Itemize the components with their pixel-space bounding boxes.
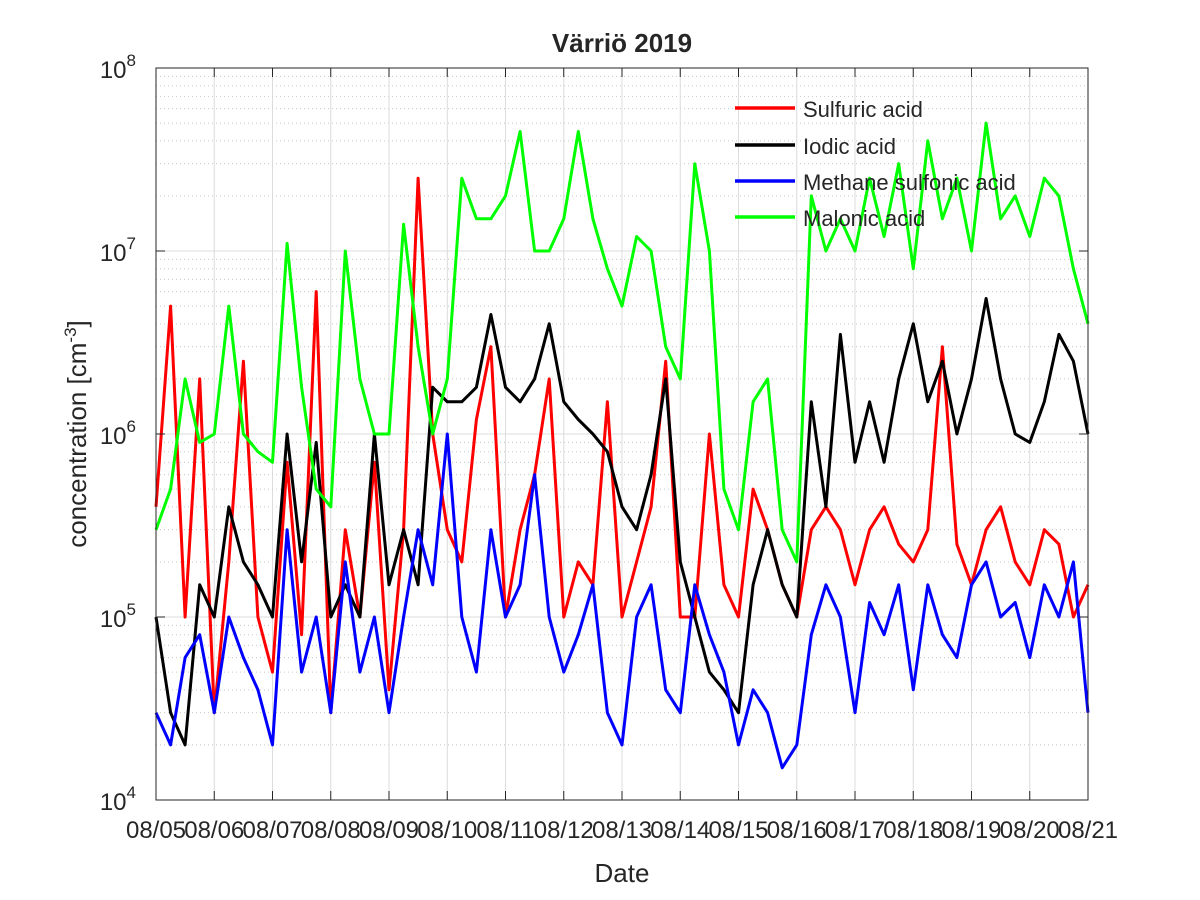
x-tick-label: 08/15 [708,817,768,844]
y-tick-label-exponent: 6 [127,417,136,436]
x-tick-label: 08/12 [534,817,594,844]
x-tick-label: 08/05 [126,817,186,844]
x-tick-label: 08/13 [592,817,652,844]
legend-label-malonic-acid: Malonic acid [803,206,925,231]
y-tick-label-base: 10 [100,57,127,84]
y-tick-label: 107 [100,234,136,267]
y-axis-label-close: ] [62,320,92,327]
series-line-methane-sulfonic-acid [154,432,1090,770]
y-tick-label: 106 [100,417,136,450]
x-tick-label: 08/07 [242,817,302,844]
x-tick-label: 08/17 [825,817,885,844]
x-tick-label: 08/10 [417,817,477,844]
x-tick-label: 08/09 [359,817,419,844]
x-tick-label: 08/20 [1000,817,1060,844]
y-tick-label-exponent: 7 [127,234,136,253]
legend-item-iodic-acid: Iodic acid [735,134,896,159]
y-tick-label-exponent: 4 [127,783,136,802]
chart-title: Värriö 2019 [552,28,692,58]
y-tick-label-exponent: 5 [127,600,136,619]
x-tick-label: 08/21 [1058,817,1118,844]
legend-label-sulfuric-acid: Sulfuric acid [803,97,923,122]
x-tick-label: 08/16 [767,817,827,844]
legend-label-methane-sulfonic-acid: Methane sulfonic acid [803,170,1016,195]
x-tick-label: 08/11 [476,817,534,844]
y-axis-label-exponent: -3 [61,327,80,342]
series-line-malonic-acid [154,121,1090,564]
y-tick-label-base: 10 [100,423,127,450]
y-tick-label-exponent: 8 [127,51,136,70]
y-tick-label-base: 10 [100,789,127,816]
x-axis-label: Date [595,858,650,888]
series-layer [154,121,1090,770]
x-tick-label: 08/19 [941,817,1001,844]
x-tick-label: 08/14 [650,817,710,844]
y-tick-label-base: 10 [100,240,127,267]
series-line-iodic-acid [154,297,1090,747]
y-axis-label-main: concentration [cm [62,343,92,548]
legend-item-sulfuric-acid: Sulfuric acid [735,97,923,122]
x-tick-label: 08/06 [184,817,244,844]
x-tick-label: 08/08 [301,817,361,844]
legend-label-iodic-acid: Iodic acid [803,134,896,159]
legend-item-malonic-acid: Malonic acid [735,206,925,231]
y-tick-label: 108 [100,51,136,84]
y-tick-label-base: 10 [100,606,127,633]
y-tick-label: 105 [100,600,136,633]
y-tick-label: 104 [100,783,136,816]
legend-item-methane-sulfonic-acid: Methane sulfonic acid [735,170,1016,195]
legend: Sulfuric acid Iodic acid Methane sulfoni… [735,97,1016,231]
x-tick-label: 08/18 [883,817,943,844]
series-line-sulfuric-acid [154,176,1090,715]
y-axis-label: concentration [cm-3] [61,320,92,548]
tick-marks [155,67,1089,801]
